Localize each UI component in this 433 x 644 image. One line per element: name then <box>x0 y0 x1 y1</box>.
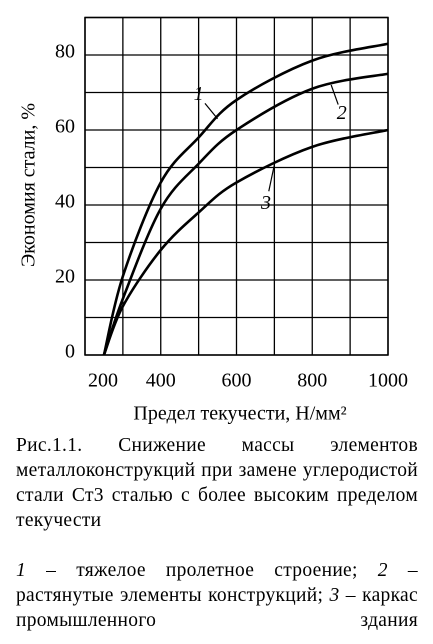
note-number: 1 <box>16 560 27 581</box>
y-tick-label: 80 <box>55 41 75 63</box>
y-tick-label: 0 <box>65 341 75 363</box>
x-tick-label: 800 <box>297 370 327 392</box>
series-line <box>102 128 389 356</box>
chart: Экономия стали, % Предел текучести, Н/мм… <box>18 16 408 425</box>
x-axis-label: Предел текучести, Н/мм² <box>133 403 346 425</box>
x-tick-label: 200 <box>88 370 118 392</box>
y-tick-label: 20 <box>55 266 75 288</box>
series-label: 2 <box>337 102 347 124</box>
y-tick-label: 60 <box>55 116 75 138</box>
note-number: 2 <box>377 560 388 581</box>
leader-line <box>330 84 339 105</box>
leader-line <box>204 102 219 120</box>
plot-frame <box>84 16 389 356</box>
notes: 1 – тяжелое пролетное строение; 2 – раст… <box>16 558 418 633</box>
note-number: 3 <box>329 585 340 606</box>
series-line <box>102 72 389 356</box>
leader-line <box>268 164 275 192</box>
y-axis-label: Экономия стали, % <box>18 103 40 267</box>
x-tick-label: 1000 <box>368 370 408 392</box>
note-text: – каркас промышленного здания <box>16 585 418 631</box>
y-tick-label: 40 <box>55 191 75 213</box>
note-text: – тяжелое пролетное строение; <box>46 560 358 581</box>
series-label: 3 <box>260 192 271 214</box>
note-text: – растянутые элементы конструкций; <box>16 560 418 606</box>
series-line <box>102 42 389 356</box>
x-tick-label: 400 <box>146 370 176 392</box>
series-label: 1 <box>194 83 204 105</box>
x-tick-label: 600 <box>222 370 252 392</box>
caption: Рис.1.1. Снижение массы элементов металл… <box>16 435 418 531</box>
